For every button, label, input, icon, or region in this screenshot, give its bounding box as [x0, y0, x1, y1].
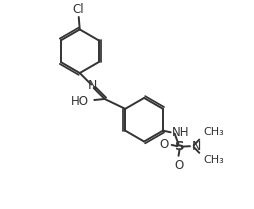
Text: N: N — [87, 79, 97, 92]
Text: CH₃: CH₃ — [203, 127, 223, 137]
Text: NH: NH — [171, 126, 189, 139]
Text: N: N — [191, 140, 201, 153]
Text: S: S — [174, 140, 184, 153]
Text: HO: HO — [71, 94, 89, 108]
Text: O: O — [158, 138, 168, 151]
Text: CH₃: CH₃ — [203, 155, 223, 165]
Text: O: O — [173, 159, 182, 172]
Text: Cl: Cl — [72, 3, 84, 16]
